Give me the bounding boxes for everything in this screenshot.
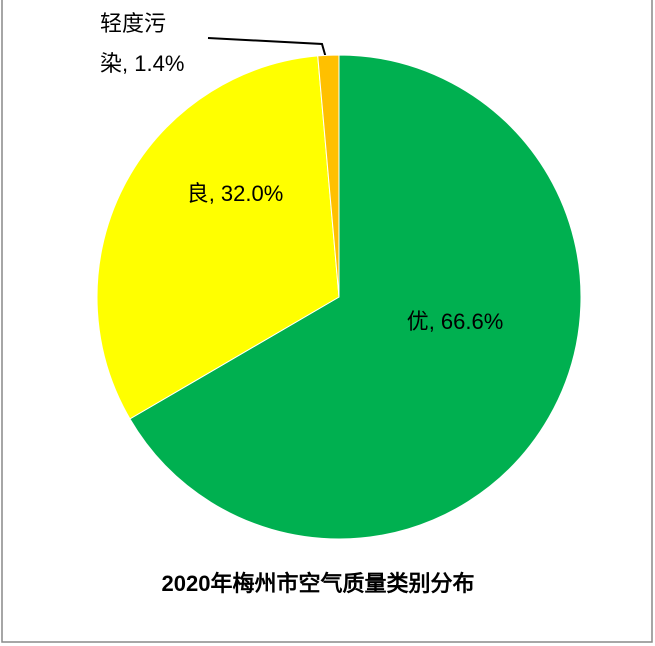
category-label: 良 xyxy=(186,181,209,206)
label-separator: , xyxy=(208,181,221,206)
data-label: 优, 66.6% xyxy=(400,300,510,344)
pie-slice xyxy=(317,54,340,298)
pie-slice xyxy=(129,54,582,540)
label-separator: , xyxy=(428,309,441,334)
category-label: 优 xyxy=(406,309,429,334)
value-group: , 32.0% xyxy=(209,181,284,206)
value-label: 66.6% xyxy=(440,309,504,334)
label-separator: , xyxy=(122,51,135,76)
value-group: , 1.4% xyxy=(122,51,184,76)
leader-line xyxy=(207,37,327,59)
value-label: 32.0% xyxy=(220,181,284,206)
data-label: 轻度污染, 1.4% xyxy=(100,4,184,84)
category-label: 轻度污染 xyxy=(100,11,167,76)
value-group: , 66.6% xyxy=(429,309,504,334)
chart-title: 2020年梅州市空气质量类别分布 xyxy=(161,571,475,596)
pie-slice xyxy=(96,55,340,420)
data-label: 良, 32.0% xyxy=(180,172,290,216)
value-label: 1.4% xyxy=(134,51,185,76)
